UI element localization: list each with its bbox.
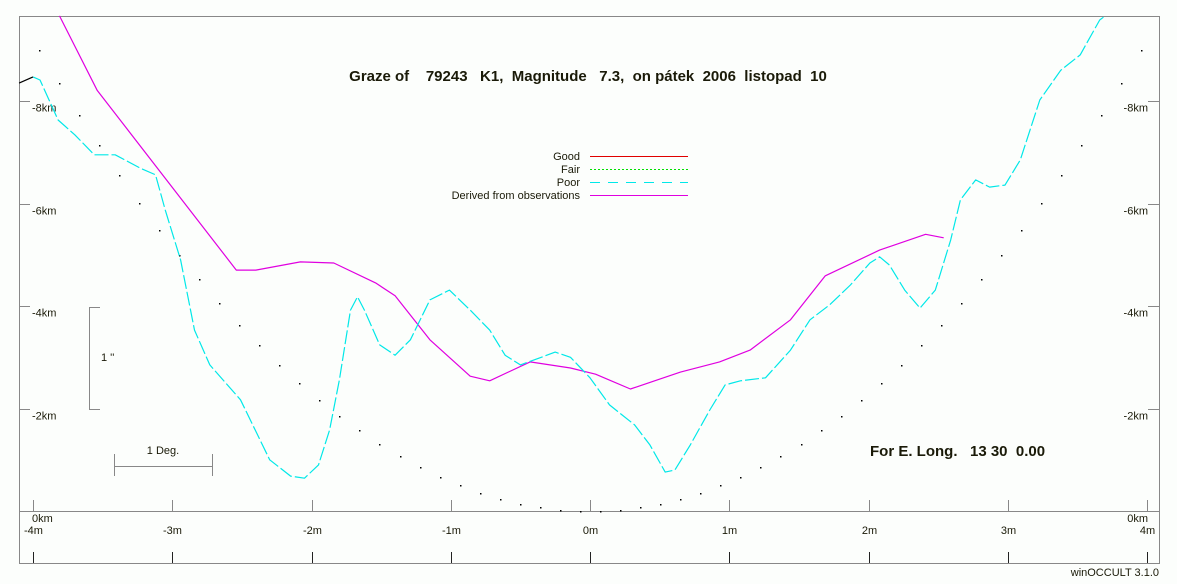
limit-curve-dot bbox=[620, 510, 622, 512]
limit-curve-dot bbox=[720, 485, 722, 487]
series-line bbox=[18, 76, 34, 84]
limit-curve-dot bbox=[821, 430, 823, 432]
limit-curve-dot bbox=[279, 365, 281, 367]
limit-curve-dot bbox=[139, 203, 141, 205]
x-tick-label: -2m bbox=[303, 525, 322, 537]
y-tick-label-left: -4km bbox=[32, 308, 56, 320]
limit-curve-dot bbox=[1061, 175, 1063, 177]
limit-curve-dot bbox=[740, 477, 742, 479]
arcsec-scale-bar bbox=[89, 307, 100, 410]
limit-curve-dot bbox=[660, 504, 662, 506]
zero-km-label-right: 0km bbox=[1127, 513, 1148, 525]
degree-scale-bar bbox=[114, 454, 213, 476]
limit-curve-dot bbox=[59, 83, 61, 85]
y-tick-label-right: -6km bbox=[1124, 206, 1148, 218]
limit-curve-dot bbox=[339, 416, 341, 418]
x-tick-label: -3m bbox=[163, 525, 182, 537]
limit-curve-dot bbox=[119, 175, 121, 177]
limit-curve-dot bbox=[39, 50, 41, 52]
legend-label: Fair bbox=[561, 164, 580, 176]
legend-label: Derived from observations bbox=[452, 190, 581, 202]
limit-curve-dot bbox=[199, 279, 201, 281]
limit-curve-dot bbox=[359, 430, 361, 432]
limit-curve-dot bbox=[480, 493, 482, 495]
limit-curve-dot bbox=[1101, 115, 1103, 117]
limit-curve-dot bbox=[299, 383, 301, 385]
series-line bbox=[32, 15, 1106, 479]
series-group bbox=[18, 15, 1106, 479]
limit-curve-dot bbox=[420, 467, 422, 469]
legend-label: Good bbox=[553, 151, 580, 163]
limit-curve-dot bbox=[901, 365, 903, 367]
longitude-annotation: For E. Long. 13 30 0.00 bbox=[870, 443, 1045, 460]
limit-curve-dot bbox=[981, 279, 983, 281]
limit-curve-dot bbox=[760, 467, 762, 469]
limit-curve-dot bbox=[79, 115, 81, 117]
limit-curve-dot bbox=[881, 383, 883, 385]
limit-curve-dot bbox=[500, 499, 502, 501]
limit-curve-dot bbox=[921, 345, 923, 347]
chart-title: Graze of 79243 K1, Magnitude 7.3, on pát… bbox=[349, 68, 827, 85]
limit-curve-dot bbox=[580, 511, 582, 513]
y-tick-label-left: -8km bbox=[32, 103, 56, 115]
y-tick-label-right: -4km bbox=[1124, 308, 1148, 320]
limit-curve-dot bbox=[780, 456, 782, 458]
limit-curve-dot bbox=[259, 345, 261, 347]
limit-curve-dot bbox=[600, 511, 602, 513]
degree-scale-label: 1 Deg. bbox=[147, 445, 179, 457]
arcsec-scale-label: 1 '' bbox=[101, 352, 114, 364]
x-tick-label: 4m bbox=[1140, 525, 1155, 537]
limit-curve-dot bbox=[680, 499, 682, 501]
limit-curve-dot bbox=[179, 255, 181, 257]
limit-curve-dot bbox=[400, 456, 402, 458]
plot-frame bbox=[19, 16, 1160, 564]
legend-label: Poor bbox=[557, 177, 581, 189]
y-tick-label-right: -2km bbox=[1124, 411, 1148, 423]
zero-km-label-left: 0km bbox=[32, 513, 53, 525]
limit-curve-dot bbox=[801, 444, 803, 446]
limit-curve-dot bbox=[1121, 83, 1123, 85]
limit-curve-dot bbox=[239, 325, 241, 327]
limit-curve-dot bbox=[640, 507, 642, 509]
limit-curve-dot bbox=[520, 504, 522, 506]
limit-curve-dot bbox=[961, 303, 963, 305]
y-tick-label-left: -2km bbox=[32, 411, 56, 423]
limit-curve bbox=[39, 50, 1143, 513]
y-tick-label-left: -6km bbox=[32, 206, 56, 218]
limit-curve-dot bbox=[861, 400, 863, 402]
limit-curve-dot bbox=[841, 416, 843, 418]
footer-version: winOCCULT 3.1.0 bbox=[1070, 567, 1159, 579]
limit-curve-dot bbox=[219, 303, 221, 305]
limit-curve-dot bbox=[1141, 50, 1143, 52]
limit-curve-dot bbox=[460, 485, 462, 487]
x-tick-label: -4m bbox=[24, 525, 43, 537]
limit-curve-dot bbox=[319, 400, 321, 402]
limit-curve-dot bbox=[379, 444, 381, 446]
limit-curve-dot bbox=[700, 493, 702, 495]
limit-curve-dot bbox=[941, 325, 943, 327]
limit-curve-dot bbox=[1081, 145, 1083, 147]
limit-curve-dot bbox=[440, 477, 442, 479]
x-tick-label: 2m bbox=[862, 525, 877, 537]
x-tick-label: 0m bbox=[583, 525, 598, 537]
limit-curve-dot bbox=[1041, 203, 1043, 205]
limit-curve-dot bbox=[159, 230, 161, 232]
x-tick-label: 1m bbox=[722, 525, 737, 537]
limit-curve-dot bbox=[540, 507, 542, 509]
limit-curve-dot bbox=[1001, 255, 1003, 257]
x-tick-label: 3m bbox=[1001, 525, 1016, 537]
limit-curve-dot bbox=[1021, 230, 1023, 232]
limit-curve-dot bbox=[560, 510, 562, 512]
y-tick-label-right: -8km bbox=[1124, 103, 1148, 115]
limit-curve-dot bbox=[99, 145, 101, 147]
x-tick-label: -1m bbox=[442, 525, 461, 537]
